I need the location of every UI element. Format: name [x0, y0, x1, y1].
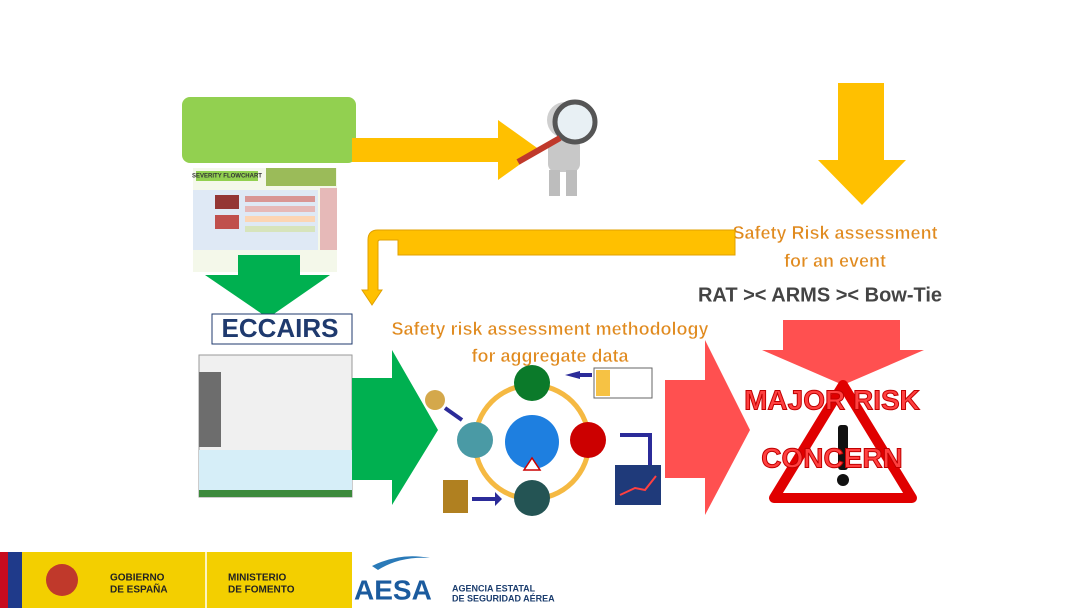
yellow-down-arrow	[818, 83, 906, 205]
agency-line1: AGENCIA ESTATAL	[452, 583, 536, 593]
exclamation-dot	[837, 474, 849, 486]
aggregate-line1: Safety risk assessment methodology	[391, 319, 708, 339]
risk-line1: MAJOR RISK	[744, 384, 920, 415]
red-right-arrow	[665, 340, 750, 515]
aesa-logo: AESA	[354, 574, 432, 605]
cycle-diagram	[425, 365, 661, 516]
eccairs-screenshot	[198, 354, 353, 498]
exclamation	[838, 425, 848, 470]
eccairs-logo: ECCAIRS	[221, 313, 338, 343]
gov-line1: GOBIERNO	[110, 573, 165, 584]
red-down-arrow	[762, 320, 924, 385]
yellow-arrow	[352, 120, 540, 180]
green-down-arrow	[205, 255, 330, 318]
min-line1: MINISTERIO	[228, 573, 287, 584]
event-line2: for an event	[784, 251, 886, 271]
flowchart-title: SEVERITY FLOWCHART	[192, 174, 262, 180]
event-line1: Safety Risk assessment	[732, 223, 937, 243]
min-line2: DE FOMENTO	[228, 585, 295, 596]
green-right-arrow	[352, 350, 438, 505]
risk-line2: CONCERN	[761, 442, 903, 473]
footer: GOBIERNO DE ESPAÑA MINISTERIO DE FOMENTO…	[0, 552, 555, 608]
green-box	[182, 97, 356, 163]
aggregate-line2: for aggregate data	[471, 346, 629, 366]
eccairs-box	[211, 313, 353, 345]
severity-flowchart: SEVERITY FLOWCHART	[192, 168, 337, 272]
return-arrow	[361, 229, 736, 306]
tools: RAT >< ARMS >< Bow-Tie	[698, 284, 942, 306]
magnifier-figure	[516, 99, 598, 196]
agency-line2: DE SEGURIDAD AÉREA	[452, 593, 555, 603]
gov-line2: DE ESPAÑA	[110, 583, 168, 596]
